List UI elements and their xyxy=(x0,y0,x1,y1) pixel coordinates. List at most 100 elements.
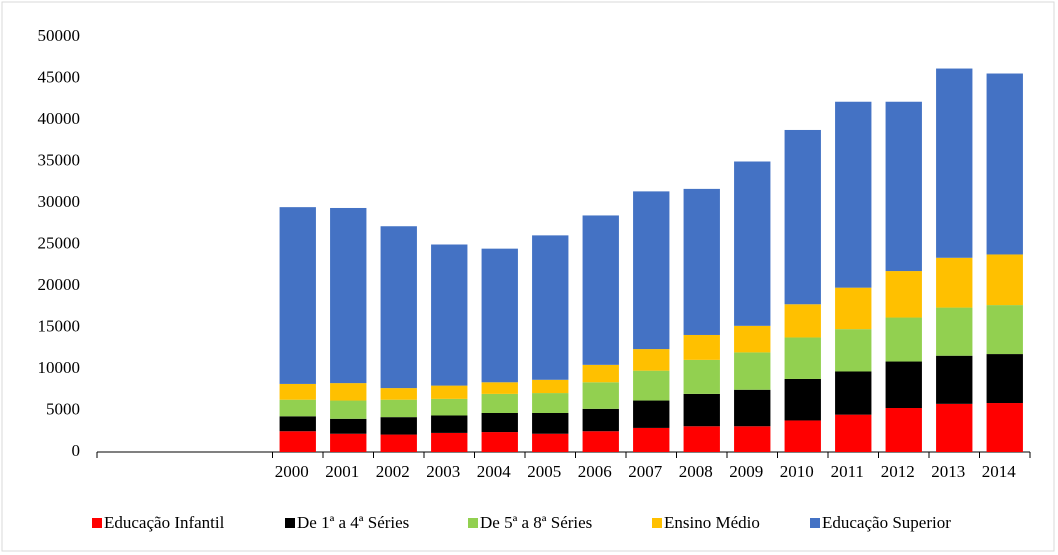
x-tick-label: 2004 xyxy=(477,462,512,481)
bar-segment xyxy=(582,431,619,452)
legend-swatch xyxy=(285,518,295,528)
bar-segment xyxy=(633,370,670,401)
x-tick-label: 2007 xyxy=(628,462,663,481)
y-tick-label: 40000 xyxy=(38,109,81,128)
bar-segment xyxy=(835,287,872,330)
bar-segment xyxy=(582,364,619,383)
bar-segment xyxy=(481,432,518,452)
bar-segment xyxy=(683,426,720,452)
legend-label: Ensino Médio xyxy=(664,513,760,532)
bar-segment xyxy=(734,352,771,390)
x-tick-label: 2010 xyxy=(780,462,814,481)
bar-segment xyxy=(431,415,468,433)
bar-segment xyxy=(734,389,771,427)
bar-segment xyxy=(683,359,720,394)
x-tick-label: 2003 xyxy=(426,462,460,481)
bar-segment xyxy=(380,417,417,435)
bar-segment xyxy=(986,354,1023,404)
bar-segment xyxy=(633,349,670,371)
bar-segment xyxy=(380,434,417,452)
bar-segment xyxy=(885,271,922,318)
x-tick-label: 2014 xyxy=(982,462,1017,481)
y-tick-label: 20000 xyxy=(38,275,81,294)
y-tick-label: 35000 xyxy=(38,150,81,169)
bar-segment xyxy=(380,388,417,400)
x-tick-label: 2012 xyxy=(881,462,915,481)
bar-segment xyxy=(431,244,468,386)
legend-swatch xyxy=(652,518,662,528)
bar-segment xyxy=(683,393,720,427)
bar-segment xyxy=(380,226,417,389)
bar-segment xyxy=(532,235,569,380)
bar-segment xyxy=(734,325,771,353)
bar-segment xyxy=(330,207,367,384)
bar-segment xyxy=(885,408,922,452)
bar-segment xyxy=(582,215,619,365)
bar-segment xyxy=(481,248,518,383)
bar-segment xyxy=(481,382,518,394)
bar-segment xyxy=(835,371,872,415)
bar-segment xyxy=(936,355,973,404)
legend-swatch xyxy=(468,518,478,528)
bar-segment xyxy=(986,403,1023,452)
x-tick-label: 2009 xyxy=(729,462,763,481)
bar-segment xyxy=(936,257,973,308)
bar-segment xyxy=(784,304,821,338)
bar-segment xyxy=(936,403,973,452)
legend-swatch xyxy=(810,518,820,528)
bar-segment xyxy=(986,73,1023,255)
bar-segment xyxy=(633,427,670,452)
bar-segment xyxy=(986,254,1023,306)
y-tick-label: 25000 xyxy=(38,233,81,252)
bar-segment xyxy=(330,383,367,401)
bar-segment xyxy=(885,101,922,272)
bar-segment xyxy=(835,414,872,452)
bar-segment xyxy=(380,399,417,418)
bar-segment xyxy=(431,432,468,452)
bar-segment xyxy=(936,307,973,356)
bar-segment xyxy=(582,382,619,409)
bar-segment xyxy=(582,408,619,432)
y-tick-label: 5000 xyxy=(46,399,80,418)
legend-swatch xyxy=(92,518,102,528)
y-tick-label: 45000 xyxy=(38,67,81,86)
y-tick-label: 30000 xyxy=(38,192,81,211)
bar-segment xyxy=(481,412,518,433)
bar-segment xyxy=(885,361,922,409)
x-tick-label: 2001 xyxy=(325,462,359,481)
legend-label: De 1ª a 4ª Séries xyxy=(297,513,409,532)
bar-segment xyxy=(936,68,973,258)
bar-segment xyxy=(330,433,367,452)
bar-segment xyxy=(734,426,771,452)
bar-segment xyxy=(279,383,316,400)
legend-label: De 5ª a 8ª Séries xyxy=(480,513,592,532)
bar-segment xyxy=(633,400,670,428)
y-tick-label: 10000 xyxy=(38,358,81,377)
bar-segment xyxy=(431,398,468,416)
bar-segment xyxy=(734,161,771,326)
bar-segment xyxy=(835,329,872,372)
bar-segment xyxy=(279,416,316,432)
bar-segment xyxy=(835,101,872,288)
x-tick-label: 2005 xyxy=(527,462,561,481)
x-tick-label: 2002 xyxy=(376,462,410,481)
legend-label: Educação Infantil xyxy=(104,513,225,532)
legend-label: Educação Superior xyxy=(822,513,951,532)
x-tick-label: 2011 xyxy=(831,462,864,481)
y-tick-label: 50000 xyxy=(38,26,81,45)
bar-segment xyxy=(784,378,821,421)
bar-segment xyxy=(784,129,821,305)
bar-segment xyxy=(330,400,367,419)
bar-segment xyxy=(683,188,720,335)
bar-segment xyxy=(683,334,720,360)
bar-segment xyxy=(330,418,367,434)
bar-segment xyxy=(784,337,821,379)
x-tick-label: 2013 xyxy=(931,462,965,481)
bar-segment xyxy=(532,393,569,413)
x-tick-label: 2006 xyxy=(578,462,612,481)
bar-segment xyxy=(532,433,569,452)
bar-segment xyxy=(279,207,316,384)
